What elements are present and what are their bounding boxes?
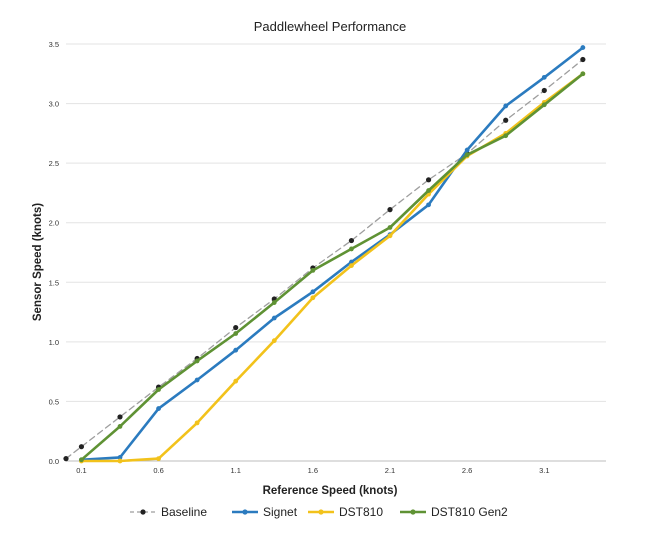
- y-tick-label: 1.0: [49, 338, 59, 347]
- x-tick-label: 0.1: [76, 466, 86, 475]
- data-point: [271, 315, 277, 321]
- legend-marker: [318, 509, 324, 515]
- data-point: [387, 233, 393, 239]
- y-tick-label: 1.5: [49, 278, 59, 287]
- y-tick-labels: 0.0 0.5 1.0 1.5 2.0 2.5 3.0 3.5: [49, 40, 59, 466]
- data-point: [117, 458, 123, 464]
- data-point: [117, 424, 123, 429]
- data-point: [156, 387, 161, 392]
- legend-marker: [140, 509, 146, 515]
- legend-item: DST810: [308, 505, 383, 519]
- legend-item: Signet: [232, 505, 298, 519]
- data-point: [387, 225, 393, 230]
- data-point: [426, 188, 431, 193]
- data-point: [503, 133, 509, 139]
- data-point: [194, 358, 200, 364]
- data-point: [117, 455, 123, 460]
- data-point: [271, 338, 277, 344]
- data-point: [541, 74, 547, 80]
- data-point: [156, 406, 161, 411]
- data-point: [310, 289, 316, 295]
- y-axis-label: Sensor Speed (knots): [32, 203, 44, 321]
- data-point: [541, 87, 547, 94]
- data-point: [348, 237, 355, 244]
- grid-lines: [66, 43, 606, 462]
- data-point: [349, 246, 354, 252]
- x-tick-label: 2.1: [385, 466, 395, 475]
- legend-item: DST810 Gen2: [400, 505, 508, 519]
- data-point: [349, 263, 354, 269]
- x-tick-label: 1.1: [230, 466, 240, 475]
- legend-label: DST810: [339, 505, 383, 519]
- data-point: [233, 324, 239, 331]
- series-1: [79, 45, 586, 463]
- series-lines: [63, 45, 586, 464]
- x-tick-label: 2.6: [462, 466, 472, 475]
- data-point: [425, 177, 432, 183]
- legend-item: Baseline: [130, 505, 207, 519]
- data-point: [233, 378, 239, 384]
- data-point: [503, 103, 509, 109]
- data-point: [503, 117, 509, 123]
- legend-marker: [410, 509, 416, 515]
- chart-title: Paddlewheel Performance: [254, 19, 406, 34]
- data-point: [580, 71, 586, 77]
- data-point: [78, 444, 85, 450]
- data-point: [194, 420, 200, 426]
- legend-label: Signet: [263, 505, 298, 519]
- data-point: [580, 45, 586, 50]
- data-point: [79, 457, 84, 463]
- series-2: [79, 71, 586, 464]
- data-point: [387, 207, 393, 213]
- series-0: [63, 56, 586, 462]
- data-point: [464, 152, 470, 158]
- data-point: [194, 377, 200, 383]
- series-3: [79, 71, 586, 463]
- x-tick-labels: 0.1 0.6 1.1 1.6 2.1 2.6 3.1: [76, 466, 549, 475]
- legend-label: Baseline: [161, 505, 207, 519]
- x-tick-label: 1.6: [308, 466, 318, 475]
- data-point: [541, 102, 547, 108]
- x-axis-label: Reference Speed (knots): [263, 485, 398, 497]
- legend: Baseline Signet DST810 DST810 Gen2: [130, 505, 508, 519]
- data-point: [117, 414, 123, 420]
- y-tick-label: 0.5: [49, 397, 59, 406]
- data-point: [426, 202, 431, 208]
- y-tick-label: 2.5: [49, 159, 59, 168]
- data-point: [233, 347, 239, 353]
- series-line: [80, 72, 585, 463]
- y-tick-label: 3.5: [49, 40, 59, 49]
- data-point: [310, 267, 316, 273]
- series-line: [80, 46, 585, 462]
- y-tick-label: 2.0: [49, 219, 59, 228]
- x-tick-label: 3.1: [539, 466, 549, 475]
- data-point: [310, 295, 316, 301]
- series-line: [80, 72, 585, 462]
- y-tick-label: 0.0: [49, 457, 59, 466]
- x-tick-label: 0.6: [153, 466, 163, 475]
- legend-marker: [242, 509, 248, 515]
- legend-label: DST810 Gen2: [431, 505, 508, 519]
- data-point: [464, 147, 470, 153]
- data-point: [580, 56, 586, 63]
- data-point: [271, 300, 277, 305]
- data-point: [233, 331, 239, 336]
- data-point: [156, 456, 161, 462]
- y-tick-label: 3.0: [49, 100, 59, 109]
- data-point: [63, 456, 69, 462]
